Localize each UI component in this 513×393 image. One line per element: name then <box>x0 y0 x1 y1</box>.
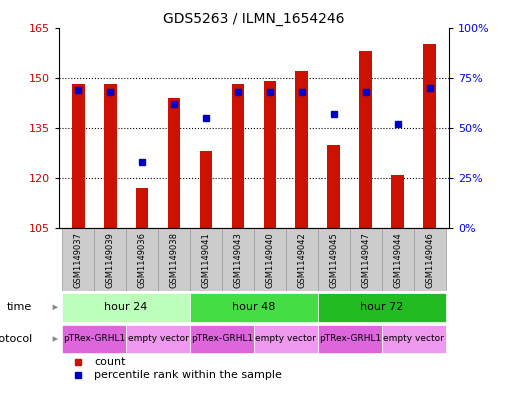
Text: empty vector: empty vector <box>383 334 444 343</box>
Bar <box>254 228 286 292</box>
Bar <box>62 293 190 321</box>
Bar <box>327 145 340 228</box>
Text: GSM1149047: GSM1149047 <box>361 232 370 288</box>
Text: percentile rank within the sample: percentile rank within the sample <box>94 371 282 380</box>
Title: GDS5263 / ILMN_1654246: GDS5263 / ILMN_1654246 <box>163 13 345 26</box>
Bar <box>295 71 308 228</box>
Bar <box>190 325 254 353</box>
Text: hour 72: hour 72 <box>360 302 403 312</box>
Text: GSM1149042: GSM1149042 <box>298 232 306 288</box>
Bar <box>168 98 181 228</box>
Text: count: count <box>94 357 126 367</box>
Text: empty vector: empty vector <box>128 334 188 343</box>
Text: GSM1149043: GSM1149043 <box>233 232 243 288</box>
Text: GSM1149041: GSM1149041 <box>202 232 210 288</box>
Bar <box>382 325 446 353</box>
Bar <box>382 228 413 292</box>
Text: GSM1149039: GSM1149039 <box>106 232 114 288</box>
Bar <box>136 188 148 228</box>
Text: hour 24: hour 24 <box>105 302 148 312</box>
Bar <box>231 84 244 228</box>
Bar <box>126 228 158 292</box>
Bar <box>126 325 190 353</box>
Bar <box>264 81 277 228</box>
Text: hour 48: hour 48 <box>232 302 275 312</box>
Text: GSM1149046: GSM1149046 <box>425 232 434 288</box>
Text: time: time <box>7 302 32 312</box>
Bar <box>286 228 318 292</box>
Text: GSM1149045: GSM1149045 <box>329 232 339 288</box>
Text: pTRex-GRHL1: pTRex-GRHL1 <box>319 334 381 343</box>
Bar <box>190 228 222 292</box>
Bar <box>423 44 436 228</box>
Bar <box>391 174 404 228</box>
Text: protocol: protocol <box>0 334 32 344</box>
Bar <box>158 228 190 292</box>
Bar <box>94 228 126 292</box>
Bar <box>190 293 318 321</box>
Bar <box>62 228 94 292</box>
Text: GSM1149040: GSM1149040 <box>265 232 274 288</box>
Bar <box>318 325 382 353</box>
Bar <box>200 151 212 228</box>
Text: GSM1149036: GSM1149036 <box>137 232 147 288</box>
Bar <box>318 293 446 321</box>
Text: GSM1149044: GSM1149044 <box>393 232 402 288</box>
Bar <box>413 228 446 292</box>
Bar <box>62 325 126 353</box>
Text: GSM1149037: GSM1149037 <box>74 232 83 288</box>
Bar <box>350 228 382 292</box>
Bar <box>254 325 318 353</box>
Bar <box>72 84 85 228</box>
Bar <box>104 84 116 228</box>
Bar <box>360 51 372 228</box>
Text: pTRex-GRHL1: pTRex-GRHL1 <box>63 334 125 343</box>
Bar <box>318 228 350 292</box>
Text: GSM1149038: GSM1149038 <box>169 232 179 288</box>
Text: empty vector: empty vector <box>255 334 317 343</box>
Bar <box>222 228 254 292</box>
Text: pTRex-GRHL1: pTRex-GRHL1 <box>191 334 253 343</box>
